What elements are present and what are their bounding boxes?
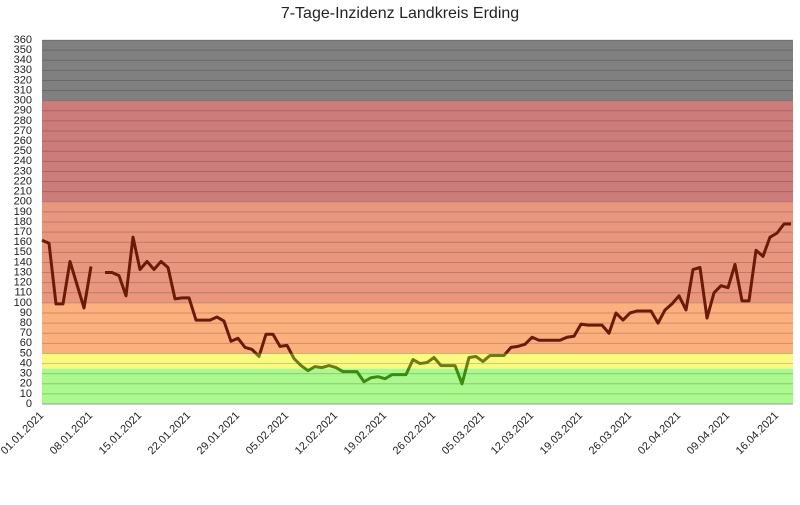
y-tick-label: 200 (14, 196, 32, 208)
x-tick-label: 05.03.2021 (440, 410, 487, 457)
x-tick-label: 26.02.2021 (391, 410, 438, 457)
y-tick-label: 40 (20, 357, 32, 369)
x-tick-label: 26.03.2021 (587, 410, 634, 457)
y-tick-label: 100 (14, 297, 32, 309)
y-tick-label: 190 (14, 206, 32, 218)
y-tick-label: 180 (14, 216, 32, 228)
zone-band (42, 100, 793, 202)
y-tick-label: 110 (14, 287, 32, 299)
y-tick-label: 80 (20, 317, 32, 329)
y-tick-label: 0 (26, 398, 32, 410)
y-tick-label: 330 (14, 64, 32, 76)
y-tick-label: 240 (14, 155, 32, 167)
zone-band (42, 302, 793, 354)
x-tick-label: 15.01.2021 (97, 410, 144, 457)
y-tick-label: 220 (14, 175, 32, 187)
y-tick-label: 290 (14, 105, 32, 117)
y-tick-label: 120 (14, 277, 32, 289)
y-tick-label: 350 (14, 44, 32, 56)
chart-title: 7-Tage-Inzidenz Landkreis Erding (281, 5, 519, 22)
y-tick-label: 260 (14, 135, 32, 147)
y-tick-label: 90 (20, 307, 32, 319)
y-tick-label: 140 (14, 256, 32, 268)
x-tick-label: 01.01.2021 (0, 410, 46, 457)
y-tick-label: 340 (14, 54, 32, 66)
y-tick-label: 130 (14, 266, 32, 278)
y-tick-label: 160 (14, 236, 32, 248)
y-tick-label: 20 (20, 378, 32, 390)
x-tick-label: 12.03.2021 (489, 410, 536, 457)
x-tick-label: 02.04.2021 (636, 410, 683, 457)
x-tick-label: 29.01.2021 (195, 410, 242, 457)
zone-band (42, 201, 793, 303)
zone-band (42, 368, 793, 404)
incidence-line (41, 222, 791, 386)
y-tick-label: 310 (14, 84, 32, 96)
y-tick-label: 280 (14, 115, 32, 127)
y-tick-label: 70 (20, 327, 32, 339)
y-tick-label: 250 (14, 145, 32, 157)
zone-band (42, 40, 793, 101)
x-tick-label: 19.02.2021 (342, 410, 389, 457)
y-tick-label: 170 (14, 226, 32, 238)
y-tick-label: 360 (14, 34, 32, 46)
y-tick-label: 30 (20, 368, 32, 380)
y-tick-label: 60 (20, 337, 32, 349)
x-tick-label: 08.01.2021 (48, 410, 95, 457)
x-tick-label: 22.01.2021 (146, 410, 193, 457)
y-tick-label: 320 (14, 74, 32, 86)
x-tick-label: 09.04.2021 (685, 410, 732, 457)
y-tick-label: 300 (14, 95, 32, 107)
y-tick-label: 50 (20, 347, 32, 359)
y-tick-label: 150 (14, 246, 32, 258)
y-tick-label: 210 (14, 186, 32, 198)
x-tick-label: 12.02.2021 (293, 410, 340, 457)
x-tick-label: 19.03.2021 (538, 410, 585, 457)
y-tick-label: 230 (14, 165, 32, 177)
y-tick-label: 270 (14, 125, 32, 137)
x-tick-label: 16.04.2021 (734, 410, 781, 457)
y-tick-label: 10 (20, 388, 32, 400)
x-tick-label: 05.02.2021 (244, 410, 291, 457)
